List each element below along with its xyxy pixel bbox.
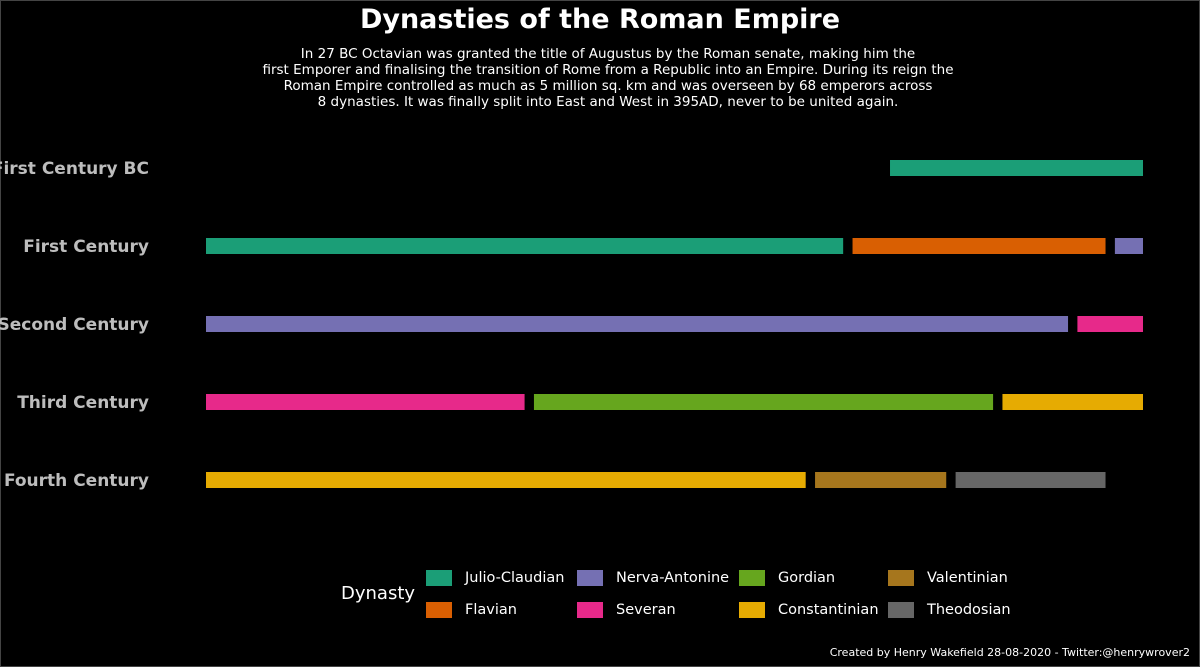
chart-title: Dynasties of the Roman Empire: [359, 4, 841, 35]
timeline-bar-constantinian: [1002, 394, 1143, 410]
legend-swatch: [577, 602, 603, 618]
timeline-bar-severan: [1077, 316, 1143, 332]
timeline-bar-severan: [206, 394, 525, 410]
timeline-bar-nerva-antonine: [1114, 238, 1143, 254]
legend-label: Theodosian: [927, 602, 1011, 618]
legend-item: Julio-Claudian: [426, 569, 564, 587]
y-tick-label: First Century: [23, 237, 149, 257]
legend-label: Severan: [616, 602, 676, 618]
legend-item: Gordian: [739, 569, 835, 587]
legend-title: Dynasty: [341, 583, 416, 604]
legend-swatch: [739, 602, 765, 618]
y-tick-label: Second Century: [0, 315, 149, 335]
legend-swatch: [426, 602, 452, 618]
timeline-bar-theodosian: [955, 472, 1106, 488]
chart-subtitle: In 27 BC Octavian was granted the title …: [262, 46, 954, 110]
y-tick-label: Third Century: [17, 393, 149, 413]
legend-swatch: [888, 602, 914, 618]
legend-item: Theodosian: [888, 601, 1011, 619]
timeline-bar-julio-claudian: [206, 238, 844, 254]
legend-swatch: [426, 570, 452, 586]
y-tick-label: First Century BC: [0, 159, 149, 179]
timeline-bar-valentinian: [815, 472, 947, 488]
timeline-bar-gordian: [533, 394, 994, 410]
timeline-bar-flavian: [852, 238, 1106, 254]
legend-item: Constantinian: [739, 601, 879, 619]
legend-swatch: [577, 570, 603, 586]
legend-item: Nerva-Antonine: [577, 569, 729, 587]
legend-item: Severan: [577, 601, 676, 619]
legend-label: Julio-Claudian: [465, 570, 565, 586]
legend-swatch: [739, 570, 765, 586]
timeline-bar-constantinian: [206, 472, 806, 488]
legend-label: Gordian: [778, 570, 836, 586]
legend-label: Flavian: [465, 602, 517, 618]
timeline-bar-julio-claudian: [890, 160, 1143, 176]
caption: Created by Henry Wakefield 28-08-2020 - …: [829, 646, 1190, 659]
legend-swatch: [888, 570, 914, 586]
legend-label: Nerva-Antonine: [616, 570, 730, 586]
legend-label: Constantinian: [778, 602, 879, 618]
legend-label: Valentinian: [927, 570, 1008, 586]
legend-item: Valentinian: [888, 569, 1008, 587]
legend-item: Flavian: [426, 601, 517, 619]
y-tick-label: Fourth Century: [4, 471, 149, 491]
timeline-bar-nerva-antonine: [206, 316, 1069, 332]
